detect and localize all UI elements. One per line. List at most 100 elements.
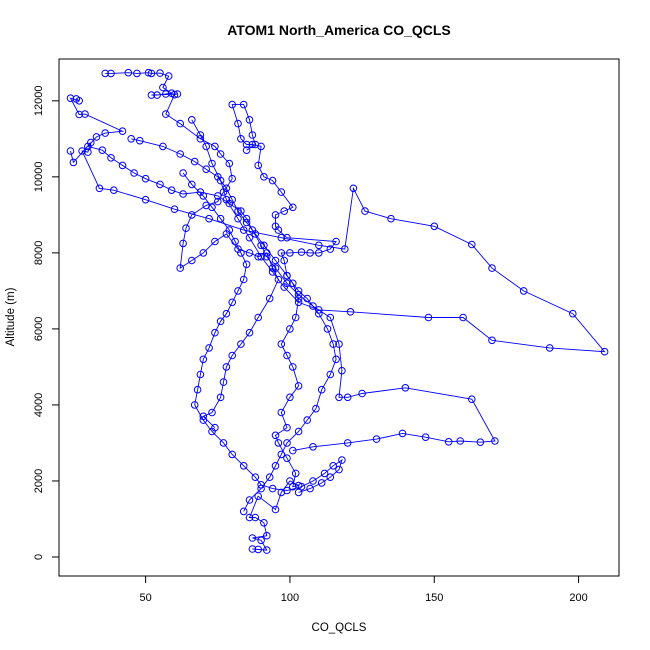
data-point [303,416,312,424]
data-point [245,249,254,257]
data-point [228,100,236,109]
data-point [286,393,294,402]
data-point [254,492,263,501]
data-point [202,165,210,173]
x-axis: 50 100 150 200 [139,576,588,604]
data-point [182,224,190,232]
data-point [214,192,222,200]
data-point [107,69,115,78]
data-point [216,150,225,158]
data-point [199,416,208,424]
data-point [156,180,164,189]
data-point [141,174,150,183]
data-point [306,249,314,257]
data-point [237,249,245,257]
data-point [569,309,577,318]
data-point [248,545,257,553]
data-point [283,454,291,463]
data-point [254,545,263,554]
data-point [98,146,107,154]
data-point [159,83,167,92]
data-point [179,190,187,198]
x-tick-label: 200 [569,592,587,604]
data-point [95,184,104,193]
data-point [341,245,349,253]
data-point [254,313,263,322]
data-point [283,233,291,242]
data-point [424,313,433,322]
data-point [306,484,314,493]
data-point [289,363,297,371]
data-point [317,479,326,487]
y-tick-label: 8000 [33,241,45,265]
plot-area [66,68,609,554]
data-point [291,313,300,322]
data-point [188,256,196,265]
series-line-3 [69,97,496,452]
data-point [332,237,340,246]
data-point [251,473,260,482]
data-point [488,336,496,345]
data-point [335,393,343,402]
data-point [234,287,242,295]
data-point [248,131,257,139]
data-point [387,214,395,223]
data-point [237,340,245,348]
data-point [271,211,280,219]
data-point [329,462,338,470]
data-point [335,465,343,474]
data-point [600,347,609,356]
data-point [312,404,320,413]
data-point [248,534,257,542]
data-point [176,119,184,128]
data-point [263,252,271,261]
data-point [199,192,208,200]
data-point [257,484,265,493]
data-point [260,173,268,181]
data-point [280,207,289,215]
data-point [248,140,257,149]
data-point [66,147,75,155]
data-point [245,233,254,242]
data-point [208,203,216,212]
data-point [242,260,251,269]
data-point [294,427,303,436]
data-point [280,256,289,265]
data-point [320,469,329,478]
data-point [291,469,300,478]
data-point [317,385,326,394]
data-point [101,129,109,137]
data-point [245,513,254,522]
data-point [190,401,199,409]
data-point [263,546,271,554]
data-point [257,481,265,489]
data-point [66,94,75,102]
data-point [75,110,83,119]
data-point [545,344,554,352]
y-tick-label: 6000 [33,317,45,341]
data-point [294,298,303,307]
data-point [329,340,338,348]
data-point [205,344,213,352]
data-point [167,186,176,194]
data-point [283,351,291,360]
data-point [283,271,291,280]
data-point [456,437,465,445]
data-point [162,110,170,118]
data-point [263,531,271,540]
data-point [271,431,280,440]
data-point [196,131,205,139]
data-point [147,91,156,99]
y-tick-label: 12000 [33,86,45,117]
data-point [468,395,476,404]
data-point [323,325,332,333]
data-point [225,226,234,234]
data-point [153,91,161,99]
data-point [468,240,476,249]
data-point [251,140,260,149]
data-point [271,462,280,470]
data-point [326,313,335,322]
plot-frame [58,58,620,577]
data-point [118,127,127,135]
